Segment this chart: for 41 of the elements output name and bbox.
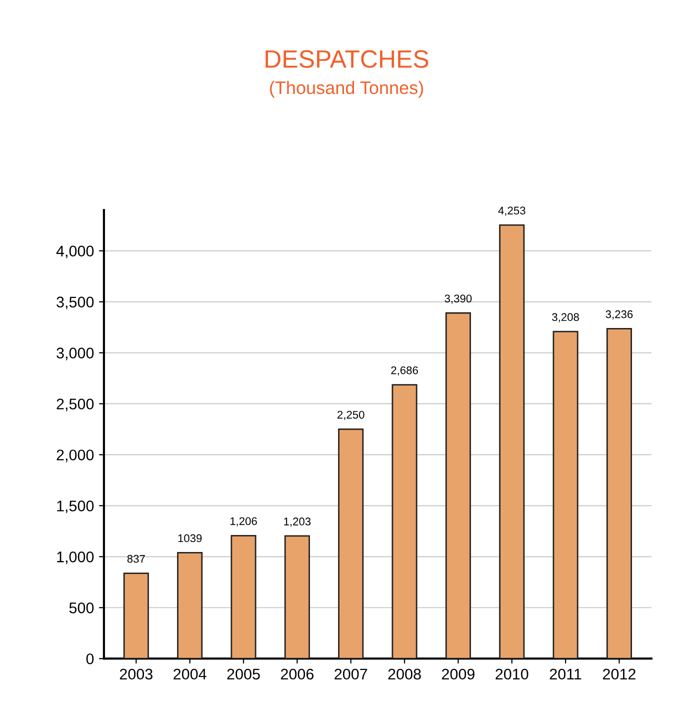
y-tick-label: 3,000 bbox=[56, 348, 94, 360]
y-tick-label: 500 bbox=[69, 602, 94, 614]
x-tick-label: 2007 bbox=[334, 668, 368, 680]
data-label: 1,203 bbox=[284, 518, 311, 527]
bar bbox=[230, 534, 256, 659]
bar bbox=[445, 312, 471, 659]
data-label: 3,390 bbox=[444, 294, 472, 304]
y-tick-label: 1,500 bbox=[57, 500, 94, 514]
bar bbox=[284, 535, 310, 659]
y-tick-label: 2,000 bbox=[56, 450, 94, 462]
bar bbox=[338, 428, 364, 659]
x-tick-label: 2004 bbox=[174, 668, 206, 680]
x-tick-label: 2006 bbox=[280, 668, 314, 680]
x-tick-label: 2003 bbox=[120, 668, 152, 680]
bar bbox=[123, 572, 149, 659]
x-tick-label: 2010 bbox=[496, 668, 528, 680]
x-tick-label: 2005 bbox=[227, 668, 260, 680]
bar bbox=[552, 330, 578, 659]
y-tick-label: 3,500 bbox=[56, 296, 94, 310]
chart-title: DESPATCHES bbox=[266, 50, 428, 68]
data-label: 3,208 bbox=[552, 313, 579, 322]
data-label: 3,236 bbox=[606, 310, 633, 320]
data-label: 1039 bbox=[178, 534, 202, 542]
data-label: 2,686 bbox=[391, 366, 418, 376]
x-tick-label: 2008 bbox=[388, 668, 421, 680]
y-tick-label: 2,500 bbox=[56, 398, 94, 412]
y-tick-label: 4,000 bbox=[56, 246, 94, 258]
y-tick-label: 1,000 bbox=[57, 552, 94, 564]
x-tick-label: 2012 bbox=[602, 668, 636, 680]
data-label: 2,250 bbox=[338, 410, 364, 420]
data-label: 4,253 bbox=[498, 206, 526, 216]
chart-subtitle: (Thousand Tonnes) bbox=[270, 80, 424, 98]
bar bbox=[392, 384, 418, 659]
data-label: 837 bbox=[127, 554, 145, 563]
bar bbox=[606, 328, 632, 659]
data-label: 1,206 bbox=[230, 517, 257, 526]
x-tick-label: 2009 bbox=[442, 668, 474, 680]
x-tick-label: 2011 bbox=[550, 668, 582, 680]
bar bbox=[499, 224, 525, 659]
bar bbox=[177, 552, 203, 659]
y-tick-label: 0 bbox=[86, 653, 94, 664]
